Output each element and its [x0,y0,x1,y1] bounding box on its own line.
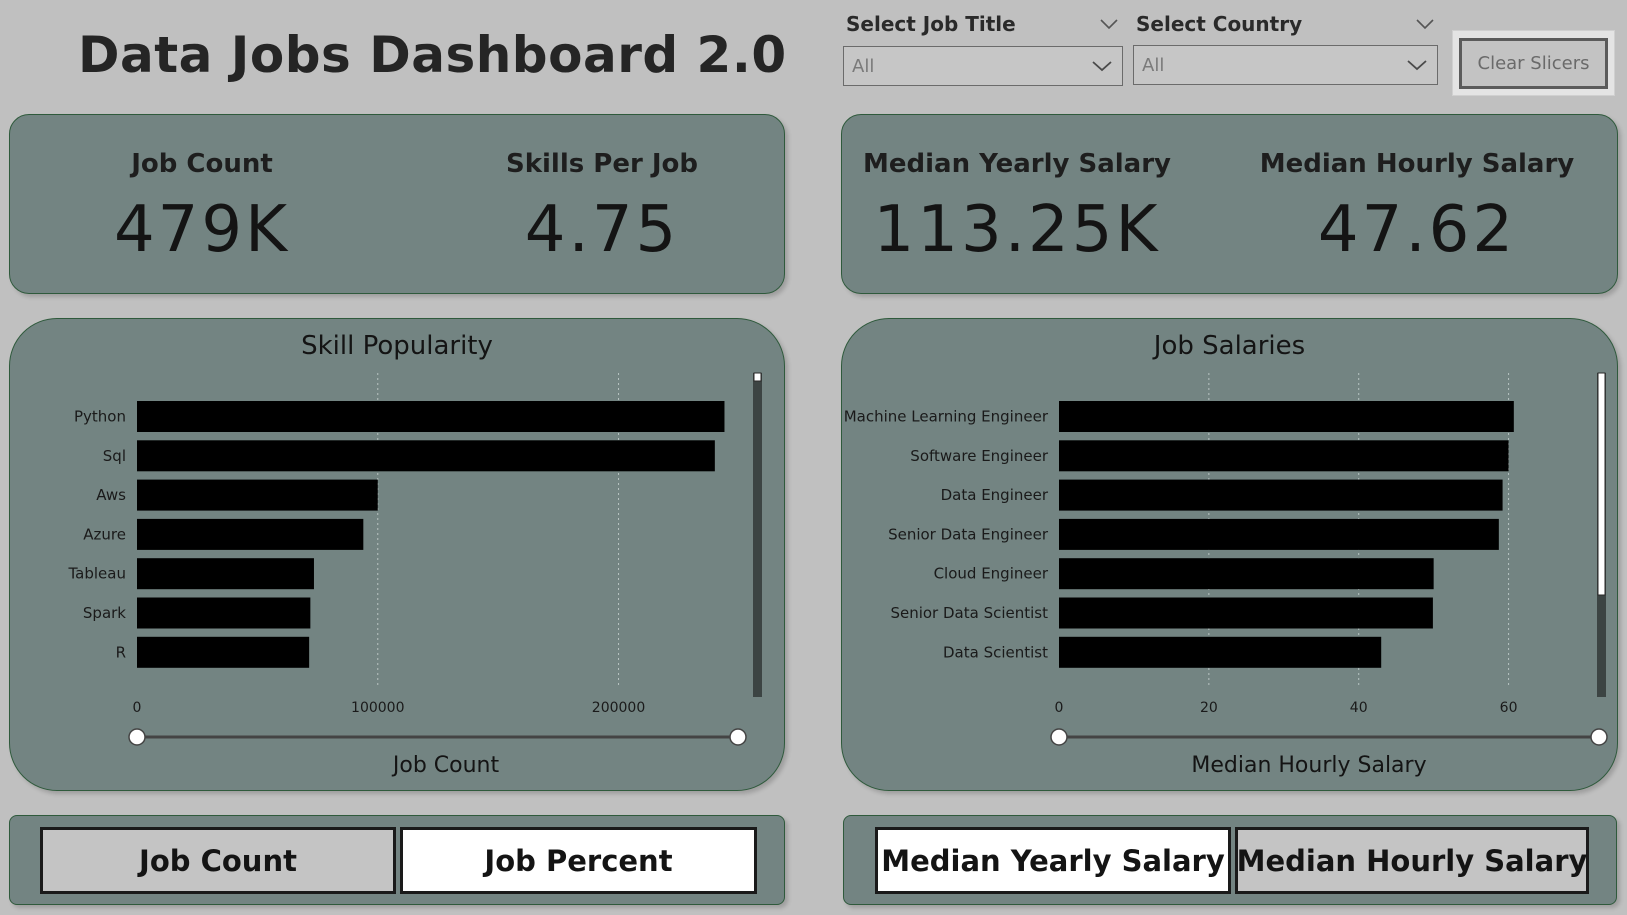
clear-slicers-frame: Clear Slicers [1452,30,1615,96]
bar[interactable] [1059,636,1382,668]
tick-label: 0 [133,700,142,716]
range-slider-handle-end[interactable] [1590,728,1608,746]
tick-label: 20 [1200,700,1218,716]
skills-per-job-label: Skills Per Job [506,149,698,179]
job-count-label: Job Count [131,149,273,179]
bar[interactable] [1059,401,1514,432]
skill-popularity-chart: Python Sql Aws Azure Tableau Spark R 0 100000 200… [68,372,762,746]
bar[interactable] [137,518,364,550]
bar[interactable] [137,440,715,472]
country-dropdown[interactable]: All [1133,45,1438,85]
scrollbar-thumb[interactable] [753,372,762,382]
clear-slicers-button[interactable]: Clear Slicers [1459,37,1608,89]
tick-label: 200000 [592,700,645,716]
job-percent-toggle-button[interactable]: Job Percent [400,827,757,894]
tick-label: 100000 [351,700,404,716]
salary-metric-toggle-card: Median Yearly Salary Median Hourly Salar… [843,815,1617,905]
category-label: Senior Data Engineer [888,525,1049,543]
category-label: Data Scientist [943,643,1048,661]
range-slider-handle-start[interactable] [128,728,146,746]
country-dropdown-value: All [1142,54,1165,76]
median-hourly-salary-value: 47.62 [1317,193,1517,267]
bar[interactable] [1059,597,1433,629]
bar[interactable] [1059,518,1499,550]
category-label: Tableau [68,565,127,583]
job-title-dropdown[interactable]: All [843,46,1123,86]
bar[interactable] [1059,440,1509,472]
job-title-slicer-label: Select Job Title [846,12,1016,36]
job-metric-toggle-card: Job Count Job Percent [9,815,785,905]
bar[interactable] [1059,558,1434,590]
bar[interactable] [137,401,725,432]
chevron-down-icon[interactable] [1100,18,1118,30]
chevron-down-icon [1407,60,1427,71]
job-salaries-chart: Machine Learning Engineer Software Engine… [844,372,1608,746]
job-count-value: 479K [113,193,291,267]
job-salaries-title: Job Salaries [1153,331,1306,361]
tick-label: 60 [1500,700,1518,716]
bar[interactable] [137,597,311,629]
category-label: Azure [83,525,126,543]
category-label: Sql [103,447,126,465]
bar[interactable] [137,479,378,511]
tick-label: 40 [1350,700,1368,716]
skill-popularity-xlabel: Job Count [392,753,500,778]
job-salaries-card: Job Salaries Machine Learning Engineer So… [841,318,1618,791]
job-count-toggle-button[interactable]: Job Count [40,827,396,894]
category-label: R [116,643,126,661]
skill-popularity-card: Skill Popularity Python Sql Aws Azure Tablea… [9,318,785,791]
bar[interactable] [137,558,314,590]
category-label: Cloud Engineer [934,565,1049,583]
kpi-card-jobs: Job Count 479K Skills Per Job 4.75 [9,114,785,294]
scrollbar-track[interactable] [753,373,762,697]
country-slicer-label: Select Country [1136,12,1303,36]
skills-per-job-value: 4.75 [524,193,680,267]
tick-label: 0 [1055,700,1064,716]
median-hourly-salary-label: Median Hourly Salary [1259,149,1575,179]
chevron-down-icon[interactable] [1416,18,1434,30]
category-label: Software Engineer [910,447,1049,465]
scrollbar-thumb[interactable] [1597,372,1606,596]
category-label: Python [74,408,126,426]
job-salaries-xlabel: Median Hourly Salary [1191,753,1427,778]
range-slider-handle-end[interactable] [729,728,747,746]
category-label: Senior Data Scientist [890,604,1048,622]
median-yearly-salary-toggle-button[interactable]: Median Yearly Salary [875,827,1231,894]
range-slider-handle-start[interactable] [1050,728,1068,746]
category-label: Data Engineer [941,486,1049,504]
bar[interactable] [137,636,310,668]
job-title-dropdown-value: All [852,55,875,77]
page-title: Data Jobs Dashboard 2.0 [78,26,787,84]
bar[interactable] [1059,479,1503,511]
median-yearly-salary-label: Median Yearly Salary [863,149,1171,179]
category-label: Aws [96,486,126,504]
median-hourly-salary-toggle-button[interactable]: Median Hourly Salary [1235,827,1589,894]
category-label: Machine Learning Engineer [844,408,1049,426]
chevron-down-icon [1092,61,1112,72]
kpi-card-salaries: Median Yearly Salary 113.25K Median Hour… [841,114,1618,294]
skill-popularity-title: Skill Popularity [301,331,493,361]
median-yearly-salary-value: 113.25K [873,193,1161,267]
category-label: Spark [83,604,126,622]
